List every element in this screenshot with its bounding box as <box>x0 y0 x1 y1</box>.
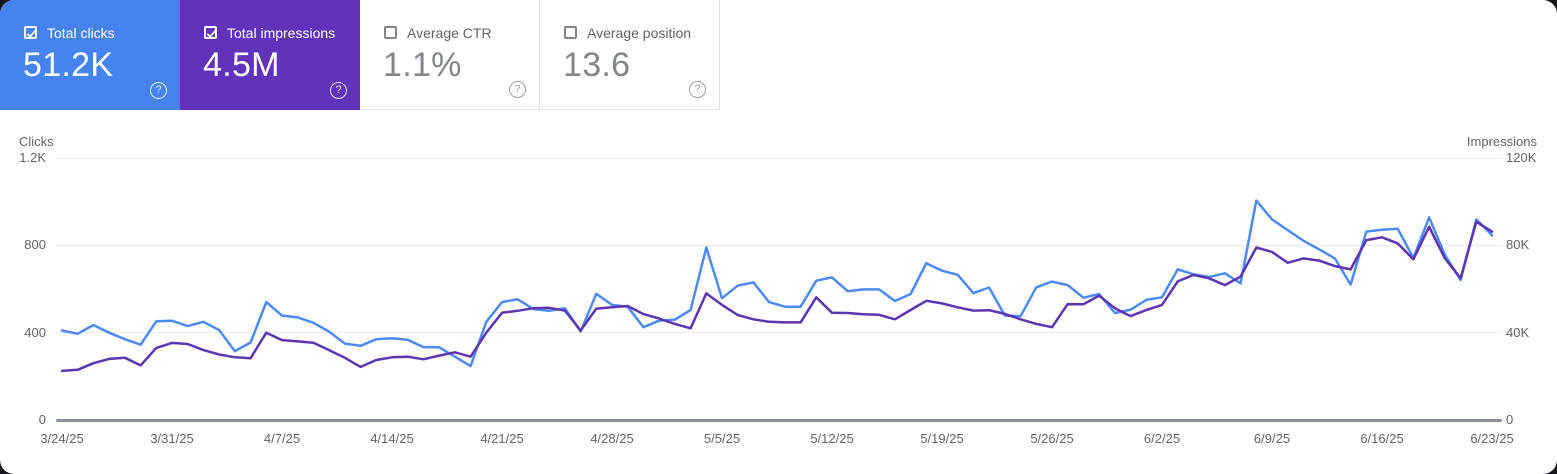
x-axis-tick: 4/14/25 <box>370 431 414 446</box>
right-axis-tick: 120K <box>1506 150 1537 165</box>
metric-card-label: Average position <box>587 25 692 41</box>
metric-card-value: 13.6 <box>563 46 631 84</box>
help-icon[interactable]: ? <box>689 81 706 98</box>
gridline <box>56 244 1502 246</box>
series-line-total-impressions <box>60 220 1494 373</box>
help-icon[interactable]: ? <box>509 81 526 98</box>
left-axis-tick: 400 <box>24 324 46 340</box>
x-axis-line <box>56 418 1502 422</box>
metric-card-value: 51.2K <box>23 46 114 84</box>
x-axis-tick: 3/24/25 <box>40 431 84 446</box>
total-clicks-checkbox[interactable] <box>24 26 37 39</box>
gridline <box>56 332 1502 334</box>
metric-card-value: 4.5M <box>203 46 280 84</box>
metric-card-average-ctr[interactable]: Average CTR 1.1% ? <box>360 0 540 110</box>
help-icon[interactable]: ? <box>330 82 347 99</box>
right-axis-tick: 40K <box>1506 324 1530 340</box>
metric-card-label: Total impressions <box>227 25 336 41</box>
x-axis-tick: 5/19/25 <box>920 431 964 446</box>
metric-card-average-position[interactable]: Average position 13.6 ? <box>540 0 720 110</box>
series-line-total-clicks <box>60 199 1494 368</box>
total-impressions-checkbox[interactable] <box>204 26 217 39</box>
metric-card-value: 1.1% <box>383 46 462 84</box>
x-axis-tick: 4/28/25 <box>590 431 634 446</box>
checkmark-icon <box>206 29 217 39</box>
x-axis-tick: 6/16/25 <box>1360 431 1404 446</box>
help-icon[interactable]: ? <box>150 82 167 99</box>
average-ctr-checkbox[interactable] <box>384 26 397 39</box>
x-axis-tick: 6/2/25 <box>1143 431 1181 446</box>
left-axis-tick: 800 <box>24 237 46 253</box>
right-axis-title: Impressions <box>1466 134 1537 149</box>
gridline <box>56 157 1502 159</box>
left-axis-tick: 0 <box>38 412 46 427</box>
metric-card-label: Average CTR <box>407 25 492 41</box>
x-axis-tick: 3/31/25 <box>150 431 194 446</box>
metric-card-total-clicks[interactable]: Total clicks 51.2K ? <box>0 0 180 110</box>
left-axis-title: Clicks <box>19 134 54 149</box>
metric-card-total-impressions[interactable]: Total impressions 4.5M ? <box>180 0 360 110</box>
x-axis-tick: 4/7/25 <box>263 431 301 446</box>
left-axis-tick: 1.2K <box>19 150 46 165</box>
x-axis-tick: 5/5/25 <box>703 431 741 446</box>
x-axis-tick: 4/21/25 <box>480 431 524 446</box>
metric-card-label: Total clicks <box>47 25 115 41</box>
checkmark-icon <box>26 29 37 39</box>
x-axis-tick: 5/12/25 <box>810 431 854 446</box>
x-axis-tick: 6/9/25 <box>1253 431 1291 446</box>
x-axis-tick: 6/23/25 <box>1470 431 1514 446</box>
right-axis-tick: 80K <box>1506 237 1530 253</box>
right-axis-tick: 0 <box>1506 412 1514 427</box>
average-position-checkbox[interactable] <box>564 26 577 39</box>
x-axis-tick: 5/26/25 <box>1030 431 1074 446</box>
metric-cards-row: Total clicks 51.2K ? Total impressions 4… <box>0 0 720 110</box>
